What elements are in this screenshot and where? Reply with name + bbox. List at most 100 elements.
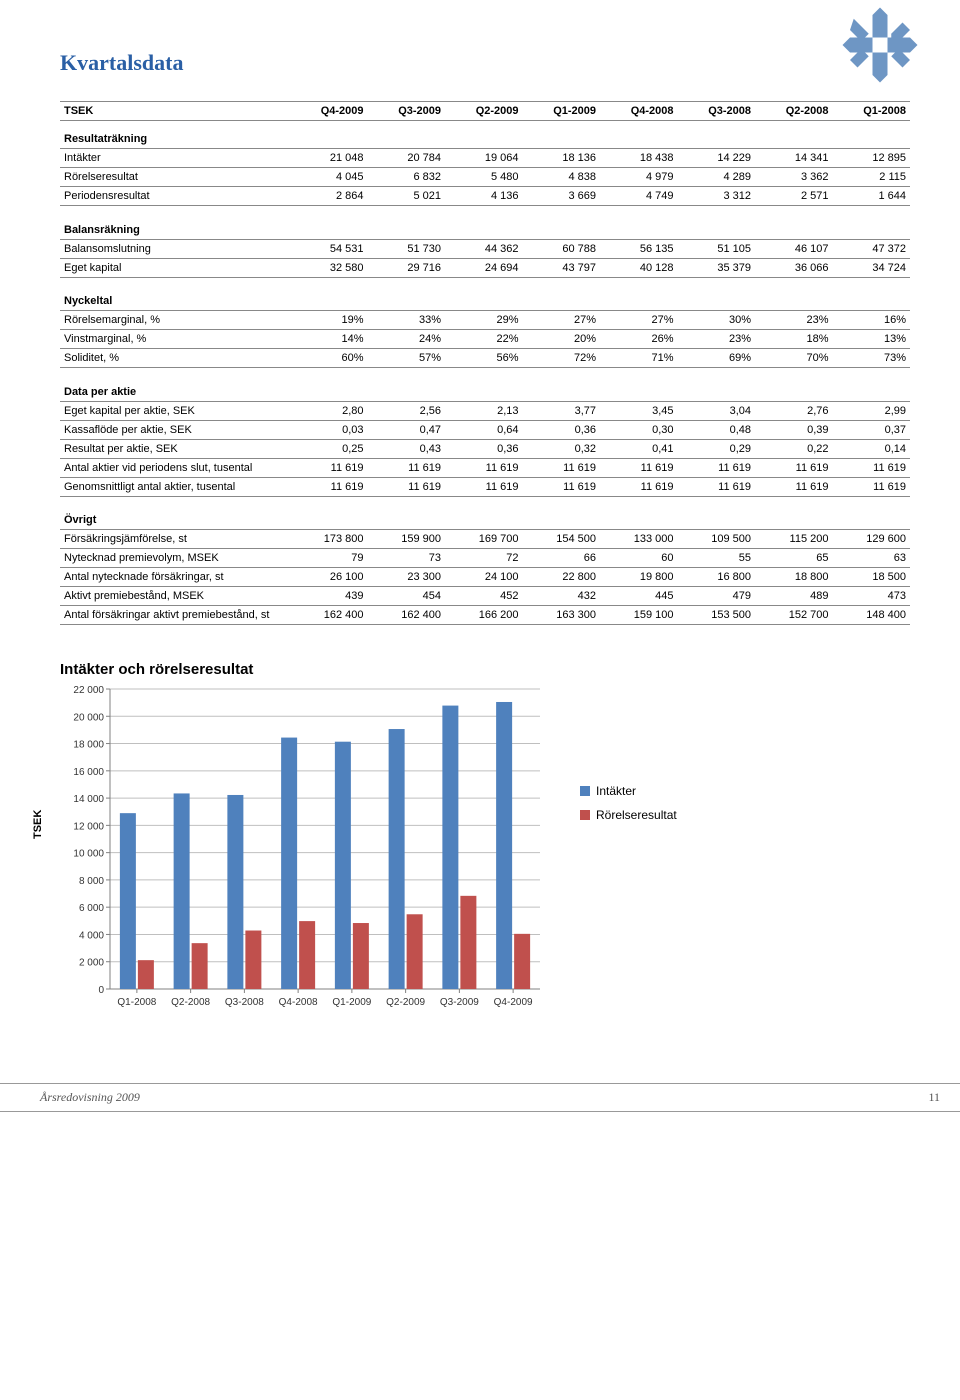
cell-value: 34 724 [833, 258, 911, 277]
cell-value: 29% [445, 311, 523, 330]
cell-value: 11 619 [445, 477, 523, 496]
cell-value: 5 480 [445, 168, 523, 187]
legend-label: Intäkter [596, 784, 636, 798]
cell-value: 109 500 [678, 530, 756, 549]
svg-text:12 000: 12 000 [73, 821, 104, 832]
cell-value: 51 730 [368, 239, 446, 258]
svg-text:0: 0 [98, 985, 104, 996]
svg-text:Q4-2008: Q4-2008 [279, 997, 318, 1008]
cell-value: 65 [755, 549, 833, 568]
cell-value: 32 580 [290, 258, 368, 277]
cell-value: 11 619 [600, 477, 678, 496]
legend-swatch [580, 810, 590, 820]
cell-value: 454 [368, 587, 446, 606]
cell-value: 11 619 [833, 477, 911, 496]
cell-value: 60% [290, 349, 368, 368]
svg-text:Q1-2008: Q1-2008 [117, 997, 156, 1008]
cell-value: 70% [755, 349, 833, 368]
chart-title: Intäkter och rörelseresultat [60, 661, 910, 678]
cell-value: 35 379 [678, 258, 756, 277]
table-row: Antal aktier vid periodens slut, tusenta… [60, 458, 910, 477]
logo-icon [820, 0, 940, 90]
cell-value: 4 289 [678, 168, 756, 187]
cell-value: 148 400 [833, 606, 911, 625]
cell-value: 2 115 [833, 168, 911, 187]
svg-text:22 000: 22 000 [73, 685, 104, 696]
section-header: Nyckeltal [60, 283, 910, 311]
cell-value: 11 619 [290, 458, 368, 477]
cell-value: 26% [600, 330, 678, 349]
cell-value: 16% [833, 311, 911, 330]
cell-value: 3 312 [678, 187, 756, 206]
cell-value: 24 100 [445, 568, 523, 587]
cell-value: 11 619 [755, 477, 833, 496]
row-label: Aktivt premiebestånd, MSEK [60, 587, 290, 606]
table-row: Soliditet, %60%57%56%72%71%69%70%73% [60, 349, 910, 368]
cell-value: 11 619 [523, 477, 601, 496]
row-label: Intäkter [60, 149, 290, 168]
cell-value: 56 135 [600, 239, 678, 258]
page-number: 11 [928, 1090, 940, 1105]
cell-value: 44 362 [445, 239, 523, 258]
cell-value: 129 600 [833, 530, 911, 549]
row-label: Antal försäkringar aktivt premiebestånd,… [60, 606, 290, 625]
cell-value: 0,47 [368, 420, 446, 439]
cell-value: 153 500 [678, 606, 756, 625]
cell-value: 14% [290, 330, 368, 349]
cell-value: 0,32 [523, 439, 601, 458]
table-row: Vinstmarginal, %14%24%22%20%26%23%18%13% [60, 330, 910, 349]
cell-value: 40 128 [600, 258, 678, 277]
cell-value: 11 619 [368, 477, 446, 496]
cell-value: 479 [678, 587, 756, 606]
cell-value: 163 300 [523, 606, 601, 625]
cell-value: 30% [678, 311, 756, 330]
cell-value: 13% [833, 330, 911, 349]
table-row: Aktivt premiebestånd, MSEK43945445243244… [60, 587, 910, 606]
cell-value: 3 669 [523, 187, 601, 206]
cell-value: 3,45 [600, 401, 678, 420]
section-header: Data per aktie [60, 374, 910, 402]
cell-value: 0,37 [833, 420, 911, 439]
cell-value: 33% [368, 311, 446, 330]
cell-value: 29 716 [368, 258, 446, 277]
cell-value: 473 [833, 587, 911, 606]
cell-value: 6 832 [368, 168, 446, 187]
cell-value: 0,41 [600, 439, 678, 458]
table-row: Intäkter21 04820 78419 06418 13618 43814… [60, 149, 910, 168]
cell-value: 2 571 [755, 187, 833, 206]
cell-value: 24 694 [445, 258, 523, 277]
cell-value: 24% [368, 330, 446, 349]
legend-item: Rörelseresultat [580, 808, 677, 822]
cell-value: 73% [833, 349, 911, 368]
table-row: Genomsnittligt antal aktier, tusental11 … [60, 477, 910, 496]
cell-value: 14 341 [755, 149, 833, 168]
cell-value: 63 [833, 549, 911, 568]
cell-value: 11 619 [600, 458, 678, 477]
table-row: Antal försäkringar aktivt premiebestånd,… [60, 606, 910, 625]
cell-value: 11 619 [290, 477, 368, 496]
cell-value: 0,25 [290, 439, 368, 458]
cell-value: 66 [523, 549, 601, 568]
cell-value: 0,29 [678, 439, 756, 458]
legend-swatch [580, 786, 590, 796]
cell-value: 27% [600, 311, 678, 330]
cell-value: 27% [523, 311, 601, 330]
table-row: Försäkringsjämförelse, st173 800159 9001… [60, 530, 910, 549]
cell-value: 3 362 [755, 168, 833, 187]
cell-value: 18 800 [755, 568, 833, 587]
cell-value: 2,56 [368, 401, 446, 420]
row-label: Rörelsemarginal, % [60, 311, 290, 330]
cell-value: 4 838 [523, 168, 601, 187]
table-row: Eget kapital per aktie, SEK2,802,562,133… [60, 401, 910, 420]
cell-value: 79 [290, 549, 368, 568]
row-label: Eget kapital per aktie, SEK [60, 401, 290, 420]
cell-value: 169 700 [445, 530, 523, 549]
cell-value: 0,03 [290, 420, 368, 439]
row-label: Antal aktier vid periodens slut, tusenta… [60, 458, 290, 477]
cell-value: 0,39 [755, 420, 833, 439]
row-label: Vinstmarginal, % [60, 330, 290, 349]
svg-text:Q3-2009: Q3-2009 [440, 997, 479, 1008]
cell-value: 60 788 [523, 239, 601, 258]
table-row: Antal nytecknade försäkringar, st26 1002… [60, 568, 910, 587]
cell-value: 22% [445, 330, 523, 349]
